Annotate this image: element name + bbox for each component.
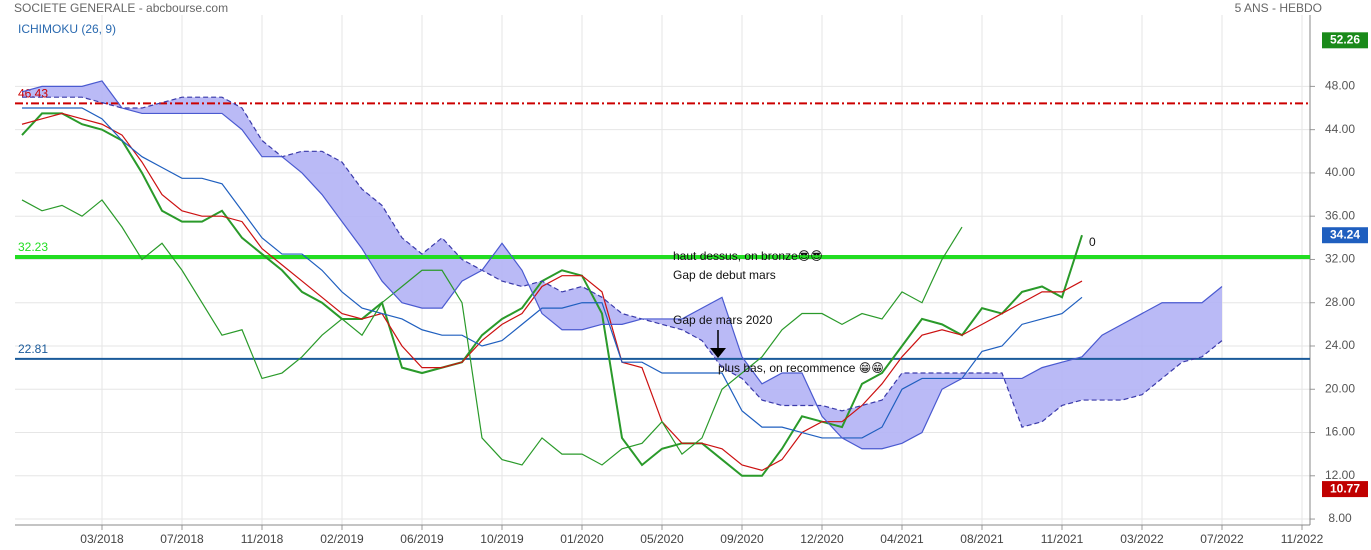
x-tick-label: 11/2022 bbox=[1281, 532, 1324, 546]
y-tick-label: 16.00 bbox=[1325, 425, 1355, 439]
arrow-head bbox=[710, 348, 726, 358]
cloud bbox=[562, 286, 582, 330]
cloud bbox=[322, 151, 342, 222]
cloud bbox=[202, 97, 222, 114]
ichimoku-line bbox=[21, 199, 963, 466]
cloud bbox=[182, 97, 202, 114]
cloud bbox=[222, 97, 242, 130]
cloud bbox=[542, 281, 562, 330]
x-tick-label: 03/2022 bbox=[1120, 532, 1164, 546]
cloud bbox=[1182, 302, 1202, 363]
ichimoku-line bbox=[22, 107, 1083, 439]
y-tick-label: 44.00 bbox=[1325, 122, 1355, 136]
x-tick-label: 07/2018 bbox=[160, 532, 204, 546]
x-tick-label: 08/2021 bbox=[960, 532, 1004, 546]
cloud bbox=[582, 286, 602, 330]
cloud bbox=[962, 373, 982, 379]
y-tick-label: 48.00 bbox=[1325, 79, 1355, 93]
ichimoku-line bbox=[21, 80, 1223, 450]
cloud bbox=[62, 86, 82, 98]
y-tick-label: 8.00 bbox=[1328, 511, 1352, 525]
cloud bbox=[502, 243, 522, 287]
indicator-label: ICHIMOKU (26, 9) bbox=[18, 22, 116, 36]
cloud bbox=[282, 151, 302, 173]
y-tick-label: 12.00 bbox=[1325, 468, 1355, 482]
cloud bbox=[1202, 286, 1222, 357]
cloud bbox=[662, 318, 682, 330]
price-tag-label: 52.26 bbox=[1330, 32, 1360, 46]
annotation: Gap de mars 2020 bbox=[673, 313, 773, 327]
price-tag bbox=[1322, 227, 1368, 244]
cloud bbox=[82, 80, 102, 103]
cloud bbox=[742, 356, 762, 401]
cloud bbox=[1062, 356, 1082, 406]
x-tick-label: 01/2020 bbox=[560, 532, 604, 546]
x-tick-label: 12/2020 bbox=[800, 532, 844, 546]
cloud bbox=[482, 243, 502, 282]
x-tick-label: 05/2020 bbox=[640, 532, 684, 546]
x-tick-label: 03/2018 bbox=[80, 532, 124, 546]
y-tick-label: 20.00 bbox=[1325, 381, 1355, 395]
chart-subtitle: 5 ANS - HEBDO bbox=[1235, 1, 1322, 15]
cloud bbox=[902, 373, 922, 444]
cloud bbox=[382, 205, 402, 303]
cloud bbox=[862, 400, 882, 449]
x-tick-label: 06/2019 bbox=[400, 532, 444, 546]
cloud bbox=[782, 373, 802, 406]
x-tick-label: 04/2021 bbox=[880, 532, 924, 546]
cloud bbox=[342, 162, 362, 249]
x-tick-label: 11/2021 bbox=[1041, 532, 1084, 546]
cloud bbox=[302, 151, 322, 195]
price-tag bbox=[1322, 481, 1368, 498]
annotation: haut dessus, on bronze😎😎 bbox=[673, 249, 823, 263]
cloud bbox=[462, 259, 482, 282]
y-tick-label: 40.00 bbox=[1325, 165, 1355, 179]
cloud bbox=[1142, 302, 1162, 395]
x-tick-label: 07/2022 bbox=[1200, 532, 1244, 546]
cloud bbox=[42, 86, 62, 98]
cloud bbox=[142, 102, 162, 114]
cloud bbox=[922, 373, 942, 433]
cloud bbox=[1042, 362, 1062, 422]
annotation: Gap de debut mars bbox=[673, 268, 776, 282]
x-tick-label: 02/2019 bbox=[320, 532, 364, 546]
x-tick-label: 09/2020 bbox=[720, 532, 764, 546]
cloud bbox=[1022, 367, 1042, 428]
ichimoku-line bbox=[22, 96, 1223, 428]
cloud bbox=[942, 373, 962, 390]
price-tag-label: 34.24 bbox=[1330, 227, 1360, 241]
cloud bbox=[1102, 324, 1122, 401]
cloud bbox=[882, 373, 902, 449]
ichimoku-line bbox=[21, 112, 1083, 477]
level-label: 22.81 bbox=[18, 342, 48, 356]
x-tick-label: 10/2019 bbox=[480, 532, 524, 546]
cloud bbox=[982, 373, 1002, 379]
cloud bbox=[242, 108, 262, 157]
y-tick-label: 32.00 bbox=[1325, 252, 1355, 266]
price-tag bbox=[1322, 32, 1368, 49]
cloud bbox=[622, 313, 642, 325]
chart-title: SOCIETE GENERALE - abcbourse.com bbox=[14, 1, 228, 15]
price-tag-label: 10.77 bbox=[1330, 481, 1360, 495]
cloud bbox=[1122, 313, 1142, 401]
annotation: 0 bbox=[1089, 235, 1096, 249]
y-tick-label: 24.00 bbox=[1325, 338, 1355, 352]
x-tick-label: 11/2018 bbox=[241, 532, 284, 546]
cloud bbox=[762, 373, 782, 406]
cloud bbox=[22, 86, 42, 98]
annotation: plus bas, on recommence 😁😁 bbox=[718, 361, 884, 375]
y-tick-label: 36.00 bbox=[1325, 208, 1355, 222]
ichimoku-line bbox=[21, 112, 1083, 472]
level-label: 32.23 bbox=[18, 240, 48, 254]
y-tick-label: 28.00 bbox=[1325, 295, 1355, 309]
